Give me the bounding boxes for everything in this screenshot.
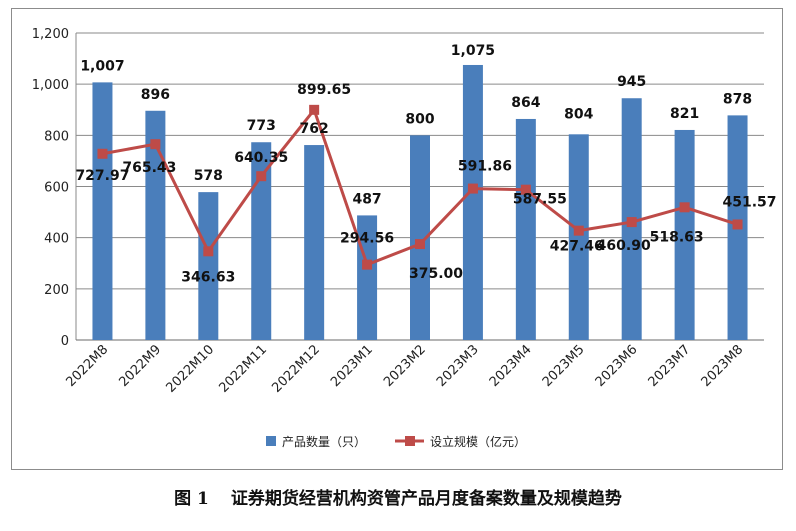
line-point xyxy=(415,239,425,250)
bar xyxy=(568,134,589,340)
figure-number: 图 1 xyxy=(174,489,209,509)
line-point xyxy=(309,104,320,115)
y-tick-label: 800 xyxy=(44,129,69,144)
legend-bar-label: 产品数量（只） xyxy=(282,434,366,449)
line-data-label: 899.65 xyxy=(297,82,351,98)
bar-data-label: 773 xyxy=(247,118,276,134)
x-axis-ticks: 2022M8 2022M9 2022M10 2022M11 2022M12 2023M1 2… xyxy=(64,342,747,396)
line-point xyxy=(362,259,373,270)
line-point xyxy=(520,184,531,195)
bars xyxy=(92,64,748,341)
line-data-label: 518.63 xyxy=(650,229,704,245)
bar xyxy=(92,82,113,341)
line-point xyxy=(203,246,214,257)
x-tick-label: 2023M1 xyxy=(328,342,376,390)
bar-data-label: 578 xyxy=(194,168,223,184)
line-data-label: 375.00 xyxy=(409,266,463,282)
bar xyxy=(462,64,483,340)
bar-data-label: 896 xyxy=(141,87,170,103)
line-point xyxy=(626,217,637,228)
line-series xyxy=(97,104,743,270)
line-data-label: 294.56 xyxy=(340,231,394,247)
x-tick-label: 2022M9 xyxy=(116,342,164,390)
x-tick-label: 2023M7 xyxy=(646,342,694,390)
legend-line-marker xyxy=(405,436,415,446)
y-axis-ticks: 0 200 400 600 800 1,000 1,200 xyxy=(32,27,69,349)
line-data-label: 451.57 xyxy=(723,194,777,210)
bar-data-label: 1,007 xyxy=(80,58,124,74)
bar-data-label: 1,075 xyxy=(451,43,495,59)
line-point xyxy=(573,225,584,236)
bar-data-label: 487 xyxy=(352,191,381,207)
figure-title: 证券期货经营机构资管产品月度备案数量及规模趋势 xyxy=(230,489,622,509)
bar xyxy=(674,129,695,340)
y-tick-label: 400 xyxy=(44,232,69,247)
bar-data-label: 762 xyxy=(300,121,329,137)
bar xyxy=(410,135,430,340)
bar xyxy=(145,110,166,340)
bar-data-label: 804 xyxy=(564,106,593,122)
bar-data-label: 878 xyxy=(723,91,752,107)
data-labels: 1,007 896 578 773 762 487 800 1,075 864 804 945 821… xyxy=(75,43,776,285)
line-point xyxy=(256,171,267,182)
line-data-label: 346.63 xyxy=(181,269,235,285)
line-point xyxy=(732,219,743,230)
line-data-label: 591.86 xyxy=(458,159,512,175)
legend: 产品数量（只） 设立规模（亿元） xyxy=(266,434,526,449)
x-tick-label: 2023M4 xyxy=(487,342,535,390)
y-tick-label: 0 xyxy=(61,334,69,349)
line-data-label: 587.55 xyxy=(513,192,567,208)
bar-data-label: 945 xyxy=(617,74,646,90)
x-tick-label: 2023M8 xyxy=(699,342,747,390)
x-tick-label: 2023M3 xyxy=(434,342,482,390)
legend-bar-swatch xyxy=(266,436,276,446)
line-data-label: 727.97 xyxy=(75,168,129,184)
bar-data-label: 864 xyxy=(511,95,540,111)
line-data-label: 427.46 xyxy=(550,239,604,255)
y-tick-label: 1,200 xyxy=(32,27,69,42)
x-tick-label: 2022M8 xyxy=(64,342,112,390)
line-point xyxy=(97,148,108,159)
line-point xyxy=(467,183,478,194)
x-tick-label: 2023M2 xyxy=(381,342,429,390)
bar xyxy=(251,142,272,340)
legend-line-label: 设立规模（亿元） xyxy=(430,434,526,449)
y-tick-label: 200 xyxy=(44,283,69,298)
bar xyxy=(304,145,325,340)
bar-data-label: 800 xyxy=(405,111,434,127)
line-data-label: 765.43 xyxy=(122,160,176,176)
x-tick-label: 2022M10 xyxy=(164,342,218,396)
bar xyxy=(515,118,536,341)
line-point xyxy=(150,139,161,150)
y-tick-label: 600 xyxy=(44,181,69,196)
y-tick-label: 1,000 xyxy=(32,78,69,93)
x-tick-label: 2023M5 xyxy=(540,342,588,390)
line-data-label: 460.90 xyxy=(597,238,651,254)
x-tick-label: 2022M11 xyxy=(216,342,270,396)
chart-frame: 0 200 400 600 800 1,000 1,200 2022M8 2022M9 2022… xyxy=(11,8,783,470)
x-tick-label: 2022M12 xyxy=(269,342,323,396)
bar-data-label: 821 xyxy=(670,106,699,122)
line-data-label: 640.35 xyxy=(234,150,288,166)
x-tick-label: 2023M6 xyxy=(593,342,641,390)
bar xyxy=(198,192,219,340)
line-point xyxy=(679,202,690,213)
figure-caption: 图 1 证券期货经营机构资管产品月度备案数量及规模趋势 xyxy=(0,484,796,509)
